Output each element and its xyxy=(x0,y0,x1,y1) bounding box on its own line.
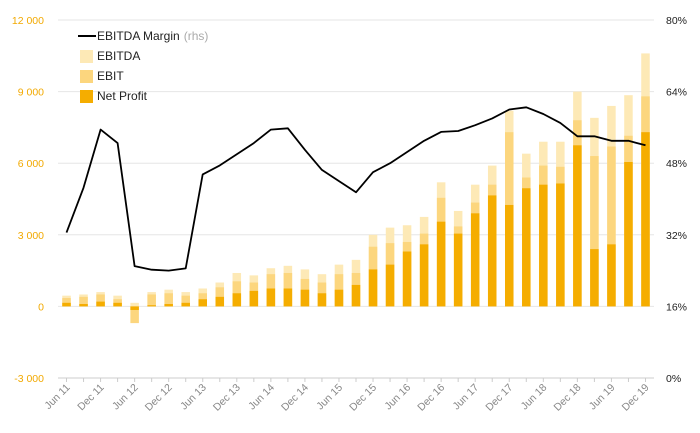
bar-net-profit xyxy=(522,188,531,307)
x-tick-label: Dec 14 xyxy=(279,382,311,414)
bar-net-profit xyxy=(505,204,514,307)
x-tick-label: Jun 14 xyxy=(246,382,277,413)
bar-net-profit xyxy=(402,251,412,307)
bar-net-profit xyxy=(79,304,88,307)
bar-net-profit xyxy=(147,305,156,307)
bar-net-profit xyxy=(215,296,225,307)
bar-net-profit xyxy=(641,132,650,307)
y-left-tick-label: 3 000 xyxy=(18,230,44,242)
bar-net-profit xyxy=(300,289,310,307)
bar-net-profit xyxy=(607,244,616,307)
bar-net-profit xyxy=(232,293,242,307)
bar-net-profit xyxy=(470,213,480,307)
x-tick-label: Jun 16 xyxy=(382,382,413,413)
y-left-tick-label: -3 000 xyxy=(14,373,44,385)
bar-net-profit xyxy=(368,269,378,307)
legend-label: Net Profit xyxy=(97,89,148,103)
x-tick-label: Dec 11 xyxy=(75,382,107,414)
x-tick-label: Dec 18 xyxy=(551,382,583,414)
y-right-tick-label: 64% xyxy=(666,87,687,99)
y-right-tick-label: 16% xyxy=(666,301,687,313)
bar-net-profit xyxy=(249,290,259,307)
bar-ebit xyxy=(96,294,105,307)
bar-ebit xyxy=(130,306,139,324)
bar-ebit xyxy=(164,293,173,307)
y-left-tick-label: 12 000 xyxy=(12,15,44,27)
margin-line-group xyxy=(65,106,646,272)
bar-net-profit xyxy=(436,221,446,307)
y-right-tick-label: 0% xyxy=(666,373,681,385)
ebitda-margin-line xyxy=(65,106,646,272)
legend: EBITDA Margin (rhs) EBITDA EBIT Net Profit xyxy=(78,29,208,103)
x-tick-label: Jun 15 xyxy=(314,382,345,413)
bar-ebit xyxy=(79,296,88,307)
x-tick-label: Dec 16 xyxy=(415,382,447,414)
bar-ebit xyxy=(62,298,71,307)
bar-net-profit xyxy=(556,183,565,307)
x-tick-label: Jun 19 xyxy=(587,382,618,413)
bar-ebit xyxy=(147,294,156,307)
y-left-tick-label: 6 000 xyxy=(18,158,44,170)
x-tick-label: Dec 19 xyxy=(620,382,652,414)
bar-net-profit xyxy=(96,301,105,307)
x-tick-label: Jun 17 xyxy=(451,382,482,413)
x-tick-label: Dec 17 xyxy=(483,382,515,414)
bar-net-profit xyxy=(181,302,190,307)
bar-net-profit xyxy=(590,249,599,307)
y-right-tick-label: 80% xyxy=(666,15,687,27)
bar-ebit xyxy=(607,146,616,307)
y-left-tick-label: 9 000 xyxy=(18,87,44,99)
bars xyxy=(62,53,650,324)
legend-swatch xyxy=(80,50,93,63)
bar-ebitda xyxy=(130,302,139,307)
x-tick-label: Dec 13 xyxy=(211,382,243,414)
x-tick-label: Dec 12 xyxy=(143,382,175,414)
x-tick-label: Jun 18 xyxy=(519,382,550,413)
bar-net-profit xyxy=(453,233,463,307)
bar-net-profit xyxy=(164,304,173,307)
bar-net-profit xyxy=(62,302,71,307)
legend-label: EBITDA xyxy=(97,49,140,63)
x-tick-label: Dec 15 xyxy=(347,382,379,414)
bar-net-profit xyxy=(573,145,582,307)
legend-swatch xyxy=(80,90,93,103)
legend-note: (rhs) xyxy=(184,29,209,43)
y-left-tick-label: 0 xyxy=(38,301,44,313)
bar-net-profit xyxy=(419,244,429,307)
bar-net-profit xyxy=(351,284,361,307)
bar-net-profit xyxy=(283,288,293,307)
x-tick-label: Jun 12 xyxy=(110,382,141,413)
legend-label: EBITDA Margin xyxy=(97,29,180,43)
y-right-tick-label: 32% xyxy=(666,230,687,242)
legend-swatch xyxy=(80,70,93,83)
bar-ebit xyxy=(181,295,190,307)
bar-net-profit xyxy=(334,289,344,307)
bar-ebit xyxy=(590,156,599,307)
legend-label: EBIT xyxy=(97,69,124,83)
bar-net-profit xyxy=(317,293,327,307)
bar-net-profit xyxy=(385,264,395,307)
bar-net-profit xyxy=(266,288,276,307)
bar-net-profit xyxy=(198,299,207,307)
bar-net-profit xyxy=(487,195,497,307)
bar-net-profit xyxy=(130,306,139,310)
y-right-tick-label: 48% xyxy=(666,158,687,170)
bar-net-profit xyxy=(113,302,122,307)
bar-net-profit xyxy=(539,184,548,307)
x-tick-label: Jun 11 xyxy=(42,382,72,412)
x-tick-label: Jun 13 xyxy=(178,382,209,413)
bar-net-profit xyxy=(624,162,633,307)
